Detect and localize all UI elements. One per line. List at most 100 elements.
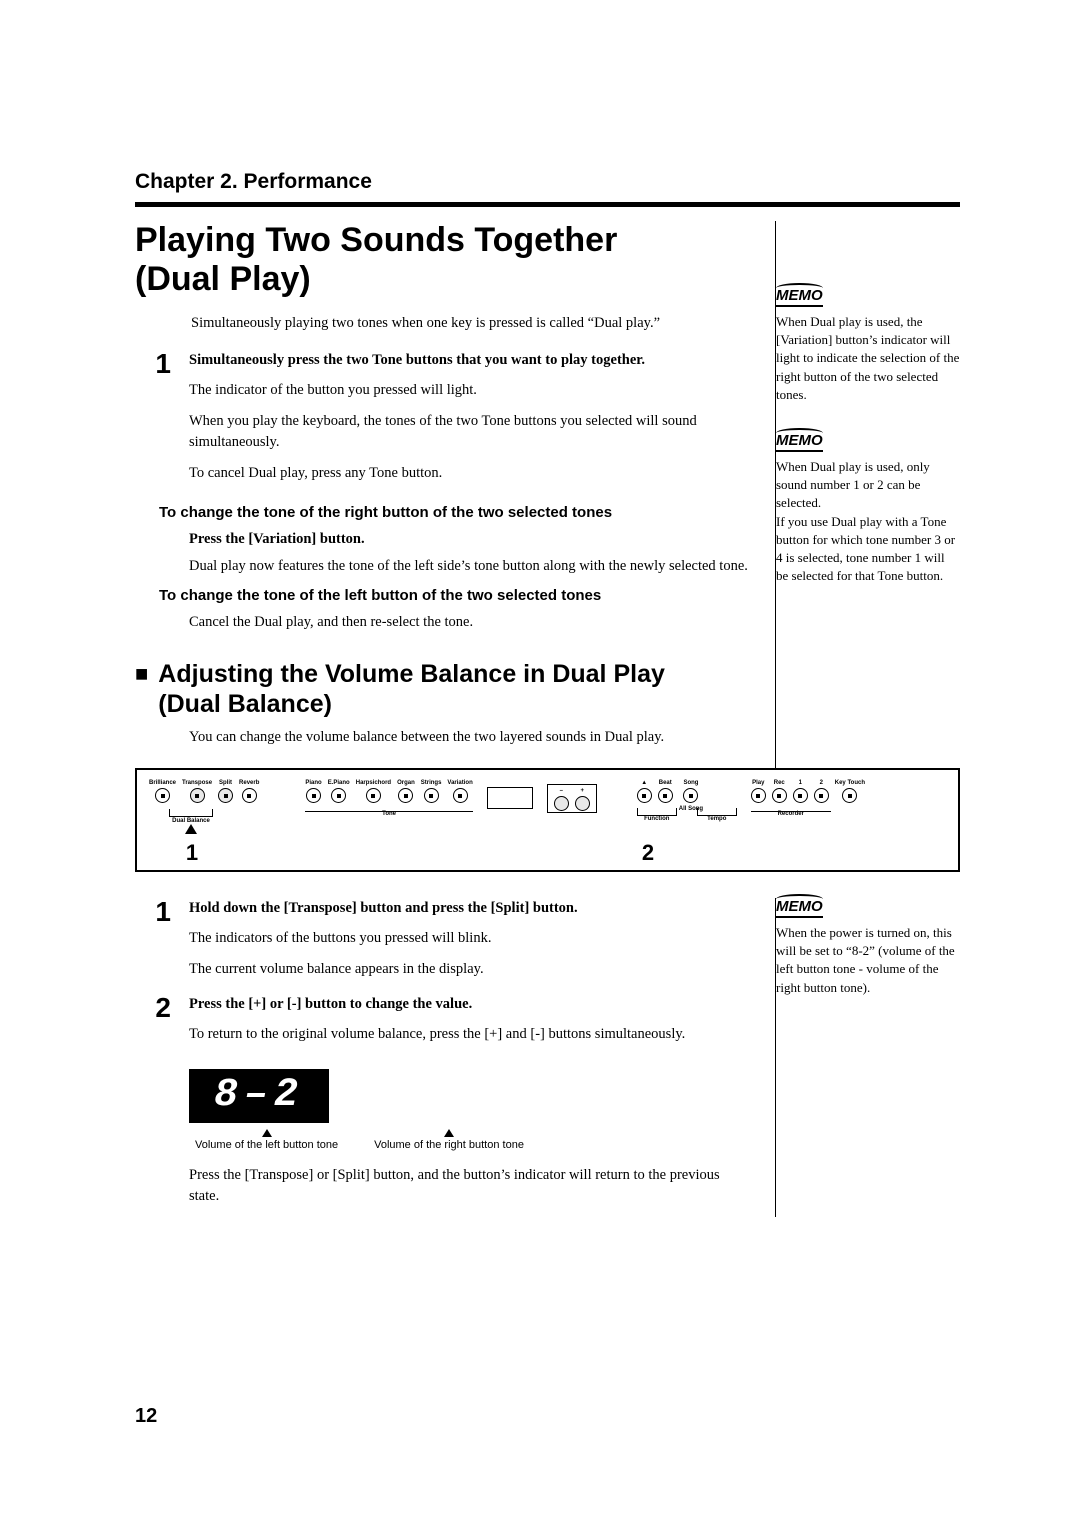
memo-label-icon: MEMO	[776, 898, 823, 918]
btn-label: –	[560, 788, 563, 794]
btn-label: 2	[820, 780, 823, 786]
btn-label: E.Piano	[328, 780, 350, 786]
group-label: Recorder	[751, 811, 831, 817]
page-number: 12	[135, 1405, 157, 1428]
btn-label: Harpsichord	[356, 780, 391, 786]
callout-2: 2	[618, 840, 678, 866]
step2b-p1: To return to the original volume balance…	[189, 1024, 751, 1045]
section2-intro: You can change the volume balance betwee…	[189, 729, 751, 746]
arrow-up-icon	[444, 1129, 454, 1137]
organ-button-icon	[398, 788, 413, 803]
display-8-2: 8–2	[189, 1069, 329, 1123]
track1-button-icon	[793, 788, 808, 803]
btn-label: Reverb	[239, 780, 259, 786]
group-label: Dual Balance	[169, 818, 213, 824]
step-2-1: 1 Hold down the [Transpose] button and p…	[135, 898, 751, 990]
caption-left: Volume of the left button tone	[195, 1139, 338, 1151]
main-column-lower: 1 Hold down the [Transpose] button and p…	[135, 898, 751, 1217]
btn-label: Play	[752, 780, 764, 786]
btn-label: Split	[219, 780, 232, 786]
btn-label: Brilliance	[149, 780, 176, 786]
step-1-p2: When you play the keyboard, the tones of…	[189, 411, 751, 453]
step-number: 1	[135, 350, 171, 494]
tail-text: Press the [Transpose] or [Split] button,…	[189, 1165, 751, 1207]
section2-title-2: (Dual Balance)	[158, 690, 332, 718]
beat-button-icon	[658, 788, 673, 803]
caption-right: Volume of the right button tone	[374, 1139, 524, 1151]
step-number: 2	[135, 994, 171, 1055]
callout-1: 1	[149, 840, 235, 866]
section-dual-balance: ■ Adjusting the Volume Balance in Dual P…	[135, 659, 751, 719]
btn-label: Piano	[305, 780, 321, 786]
track2-button-icon	[814, 788, 829, 803]
memo-1: MEMO When Dual play is used, the [Variat…	[776, 287, 960, 404]
subheading-left-tone: To change the tone of the left button of…	[159, 587, 751, 604]
chapter-heading: Chapter 2. Performance	[135, 170, 960, 194]
rec-button-icon	[772, 788, 787, 803]
plus-button-icon	[575, 796, 590, 811]
btn-label: Variation	[447, 780, 472, 786]
btn-label: +	[581, 788, 585, 794]
metronome-button-icon	[637, 788, 652, 803]
square-bullet-icon: ■	[135, 659, 148, 719]
keytouch-button-icon	[842, 788, 857, 803]
side-column-lower: MEMO When the power is turned on, this w…	[775, 898, 960, 1217]
btn-label: Organ	[397, 780, 415, 786]
btn-label: Strings	[421, 780, 442, 786]
memo-3: MEMO When the power is turned on, this w…	[776, 898, 960, 997]
divider-thick	[135, 202, 960, 207]
subA-lead: Press the [Variation] button.	[189, 529, 751, 550]
memo-2a-text: When Dual play is used, only sound numbe…	[776, 458, 960, 513]
epiano-button-icon	[331, 788, 346, 803]
memo-2: MEMO When Dual play is used, only sound …	[776, 432, 960, 585]
step2a-p1: The indicators of the buttons you presse…	[189, 928, 751, 949]
btn-label: Transpose	[182, 780, 212, 786]
song-button-icon	[683, 788, 698, 803]
memo-label-icon: MEMO	[776, 432, 823, 452]
page-title: Playing Two Sounds Together (Dual Play)	[135, 221, 751, 299]
btn-label: Rec	[774, 780, 785, 786]
harpsichord-button-icon	[366, 788, 381, 803]
memo-2b-text: If you use Dual play with a Tone button …	[776, 513, 960, 586]
step-1: 1 Simultaneously press the two Tone butt…	[135, 350, 751, 494]
btn-label: Song	[683, 780, 698, 786]
play-button-icon	[751, 788, 766, 803]
step2a-lead: Hold down the [Transpose] button and pre…	[189, 898, 751, 920]
step-number: 1	[135, 898, 171, 990]
memo-3-text: When the power is turned on, this will b…	[776, 924, 960, 997]
pointer-up-icon	[185, 824, 197, 834]
minus-button-icon	[554, 796, 569, 811]
memo-1-text: When Dual play is used, the [Variation] …	[776, 313, 960, 404]
title-line-2: (Dual Play)	[135, 260, 751, 299]
group-label: Tempo	[697, 816, 737, 822]
group-label: Function	[637, 816, 677, 822]
intro-text: Simultaneously playing two tones when on…	[191, 315, 751, 332]
step2b-lead: Press the [+] or [-] button to change th…	[189, 994, 751, 1016]
split-button-icon	[218, 788, 233, 803]
step-1-lead: Simultaneously press the two Tone button…	[189, 350, 751, 372]
reverb-button-icon	[242, 788, 257, 803]
piano-button-icon	[306, 788, 321, 803]
subB-p1: Cancel the Dual play, and then re-select…	[189, 612, 751, 633]
section2-title-1: Adjusting the Volume Balance in Dual Pla…	[158, 660, 665, 688]
lcd-display-icon	[487, 787, 533, 809]
brilliance-button-icon	[155, 788, 170, 803]
metronome-icon: ▲	[641, 780, 647, 786]
group-label: Tone	[305, 811, 472, 817]
side-column: MEMO When Dual play is used, the [Variat…	[775, 221, 960, 768]
main-column: Playing Two Sounds Together (Dual Play) …	[135, 221, 751, 768]
arrow-up-icon	[262, 1129, 272, 1137]
step-2-2: 2 Press the [+] or [-] button to change …	[135, 994, 751, 1055]
transpose-button-icon	[190, 788, 205, 803]
btn-label: Beat	[659, 780, 672, 786]
subheading-right-tone: To change the tone of the right button o…	[159, 504, 751, 521]
btn-label: Key Touch	[835, 780, 865, 786]
memo-label-icon: MEMO	[776, 287, 823, 307]
step2a-p2: The current volume balance appears in th…	[189, 959, 751, 980]
variation-button-icon	[453, 788, 468, 803]
step-1-p3: To cancel Dual play, press any Tone butt…	[189, 463, 751, 484]
title-line-1: Playing Two Sounds Together	[135, 221, 751, 260]
strings-button-icon	[424, 788, 439, 803]
step-1-p1: The indicator of the button you pressed …	[189, 380, 751, 401]
subA-p1: Dual play now features the tone of the l…	[189, 556, 751, 577]
